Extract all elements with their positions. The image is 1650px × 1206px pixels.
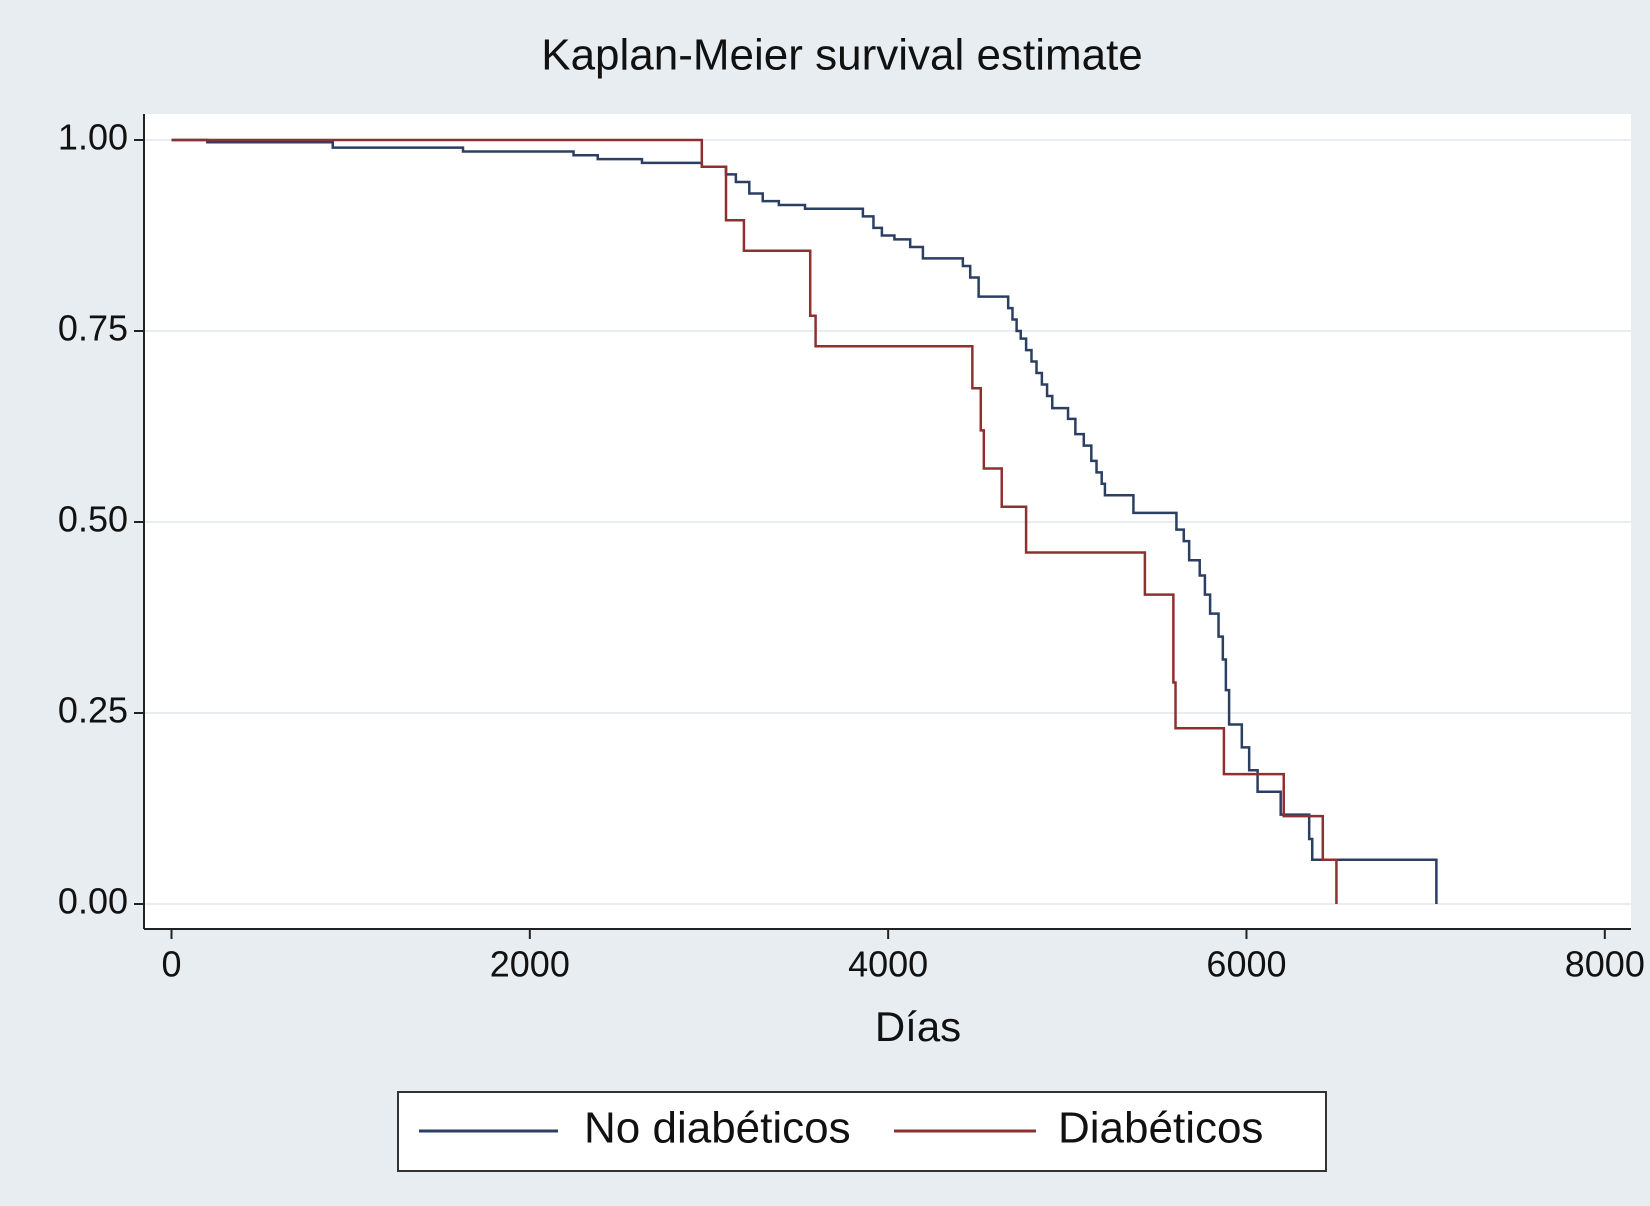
y-tick-label: 0.00 (58, 881, 128, 922)
x-tick-label: 4000 (848, 944, 928, 985)
chart-title: Kaplan-Meier survival estimate (541, 31, 1143, 80)
x-tick-label: 0 (161, 944, 181, 985)
x-axis-label: Días (875, 1003, 961, 1050)
y-tick-label: 1.00 (58, 117, 128, 158)
y-tick-label: 0.75 (58, 308, 128, 349)
y-tick-label: 0.25 (58, 690, 128, 731)
survival-line (171, 138, 1438, 904)
legend-label: Diabéticos (1058, 1104, 1263, 1153)
x-tick-label: 6000 (1206, 944, 1286, 985)
y-tick-label: 0.50 (58, 499, 128, 540)
x-tick-label: 2000 (490, 944, 570, 985)
legend-label: No diabéticos (584, 1104, 851, 1153)
x-tick-label: 8000 (1565, 944, 1645, 985)
survival-line (171, 138, 1338, 904)
